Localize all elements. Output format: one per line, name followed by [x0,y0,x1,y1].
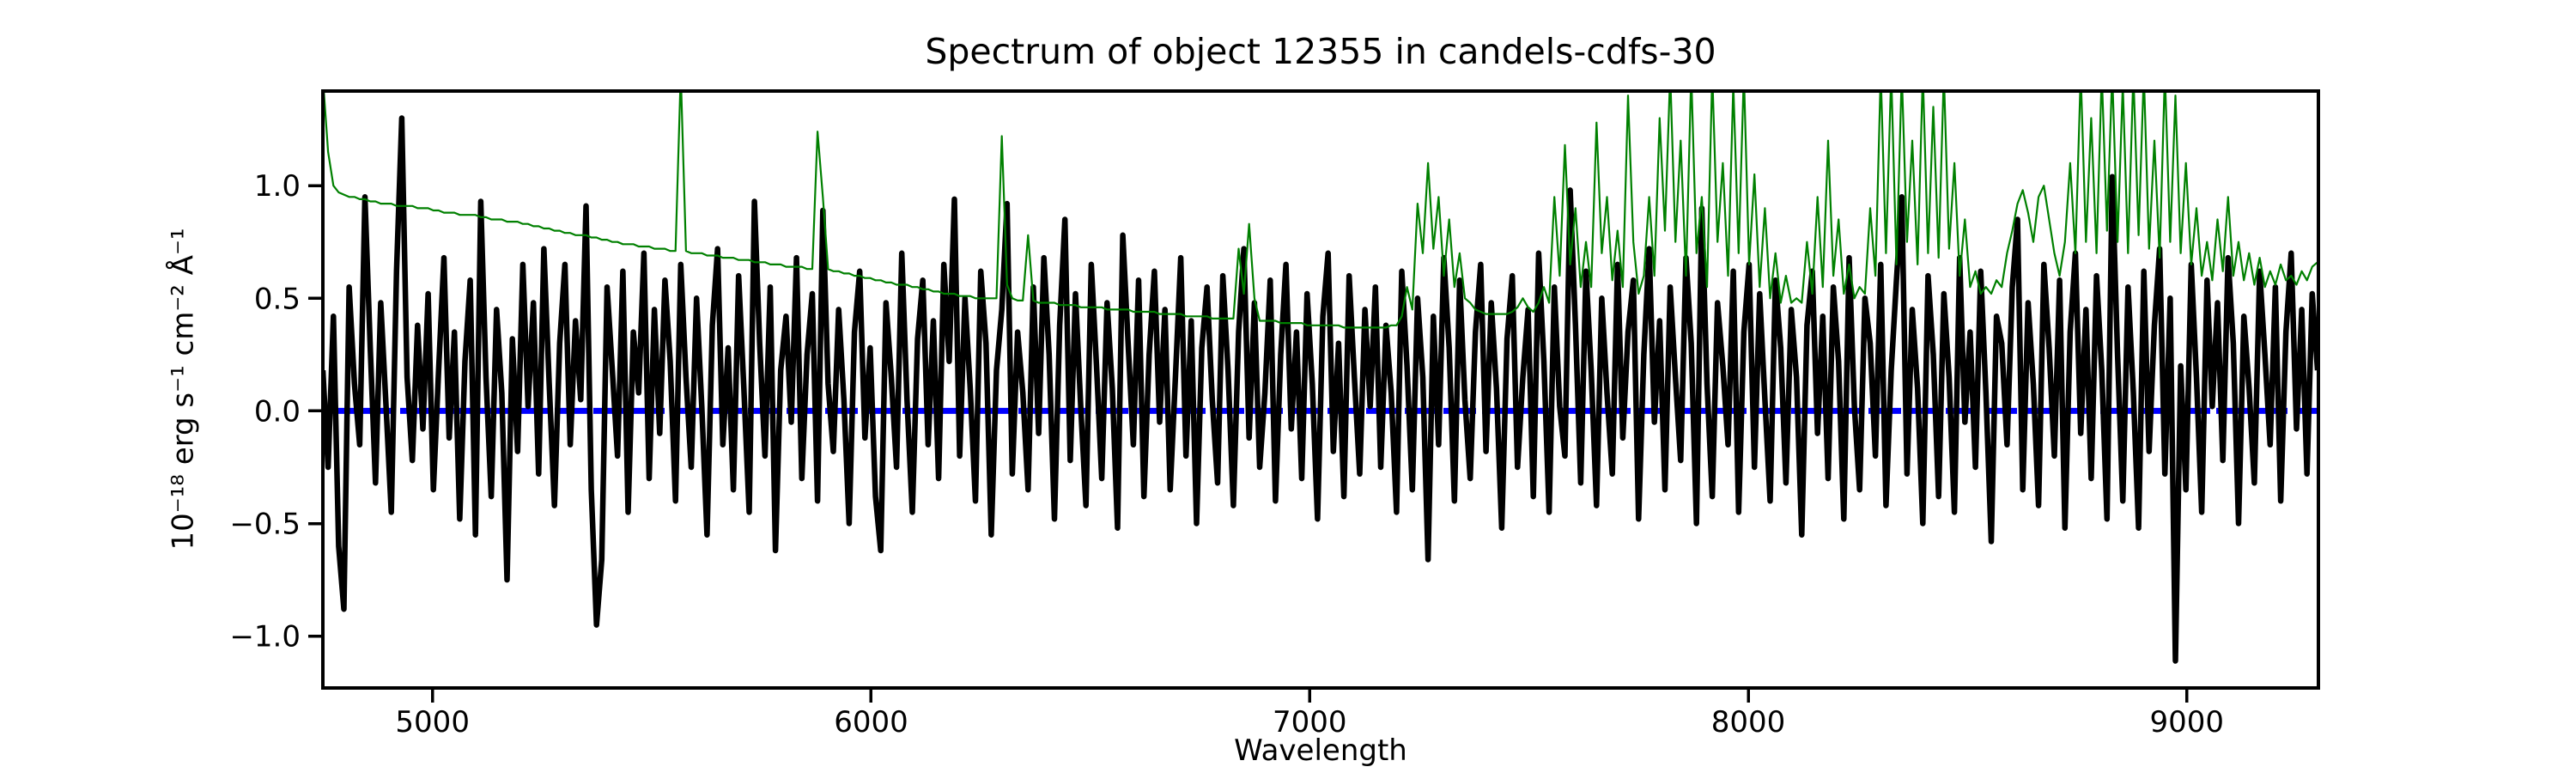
y-tick-label: 1.0 [254,169,301,204]
y-tick-label: 0.0 [254,394,301,429]
x-tick-label: 6000 [834,705,908,740]
x-axis-label: Wavelength [1234,733,1407,768]
y-axis-label: 10⁻¹⁸ erg s⁻¹ cm⁻² Å⁻¹ [166,228,201,551]
x-tick-label: 8000 [1711,705,1786,740]
x-tick-label: 5000 [395,705,470,740]
object-flux-spectrum [323,115,2318,664]
axes-spines [321,89,2320,690]
x-tick-label: 9000 [2150,705,2225,740]
noise-sky-spectrum [323,91,2318,329]
x-tick-label: 7000 [1273,705,1347,740]
chart-title: Spectrum of object 12355 in candels-cdfs… [925,31,1716,72]
y-tick-label: 0.5 [254,282,301,316]
y-tick-label: −1.0 [229,620,301,654]
y-tick-label: −0.5 [229,508,301,542]
